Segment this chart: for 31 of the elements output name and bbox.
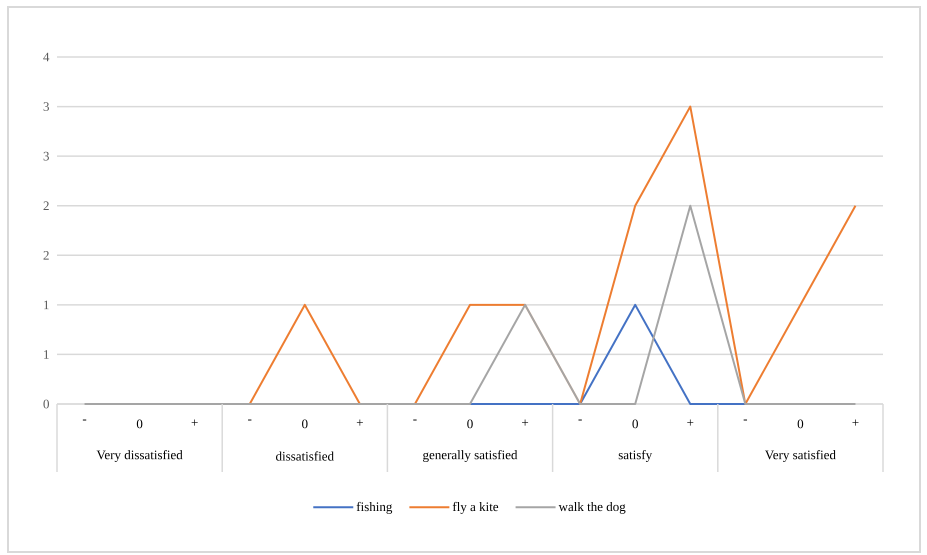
x-tick-label: 0 [798, 420, 804, 428]
x-tick-label: + [192, 420, 198, 426]
y-tick-label: 1 [44, 350, 49, 359]
x-tick-label: + [852, 420, 858, 426]
x-tick-label: 0 [136, 420, 142, 428]
legend-label: fishing [356, 502, 392, 514]
text: generally satisfied [423, 450, 518, 462]
y-tick-label: 4 [43, 52, 50, 62]
x-tick-label: - [744, 420, 748, 421]
text: dissatisfied [276, 451, 334, 461]
y-tick-label: 3 [44, 102, 49, 111]
y-tick-label: 3 [44, 152, 49, 161]
x-tick-label: + [522, 420, 528, 426]
x-tick-label: - [82, 420, 86, 421]
y-tick-label: 1 [44, 300, 49, 310]
text: satisfy [618, 450, 652, 462]
y-tick-label: 2 [44, 250, 49, 260]
x-tick-label: 0 [467, 420, 473, 428]
x-tick-label: 0 [632, 420, 638, 428]
y-tick-label: 2 [44, 201, 49, 210]
y-tick-label: 0 [43, 400, 49, 408]
legend-label: fly a kite [452, 502, 498, 514]
x-tick-label: 0 [302, 420, 308, 428]
x-tick-label: + [687, 420, 694, 426]
x-tick-label: - [413, 420, 417, 421]
text: Very satisfied [764, 450, 836, 462]
legend-label: walk the dog [558, 502, 626, 514]
x-tick-label: - [248, 420, 252, 421]
x-tick-label: + [356, 420, 363, 426]
text: Very dissatisfied [96, 450, 183, 462]
x-tick-label: - [578, 420, 582, 421]
